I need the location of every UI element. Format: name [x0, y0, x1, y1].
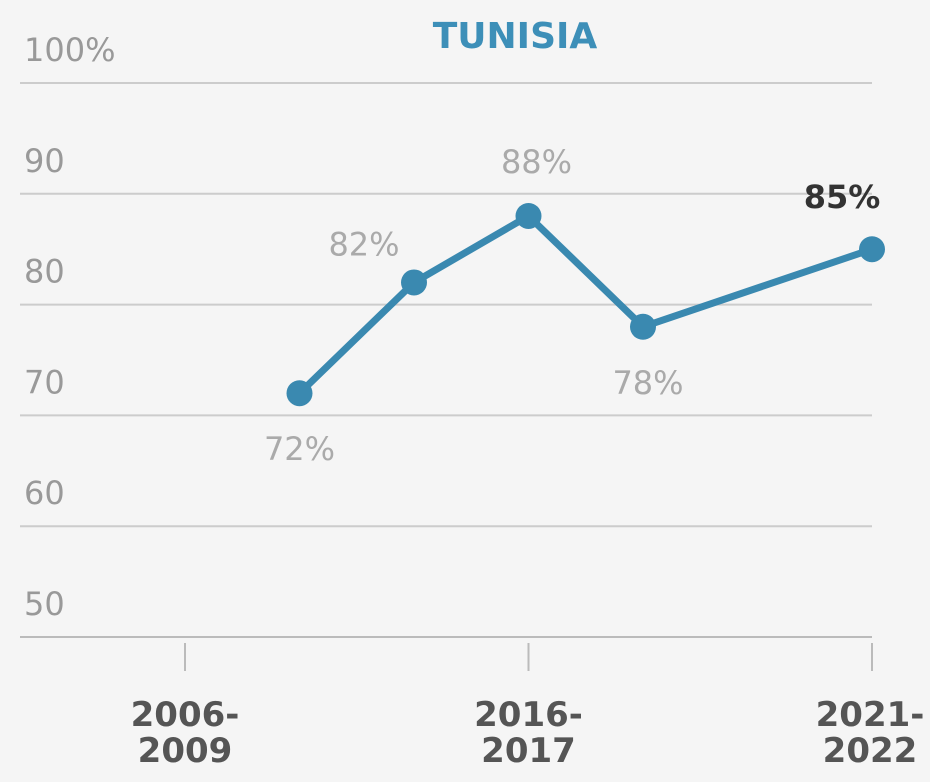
point [859, 236, 885, 263]
data-label: 72% [264, 430, 335, 468]
y-tick-label: 60 [24, 474, 65, 512]
point [515, 202, 542, 229]
data-label: 85% [804, 178, 881, 216]
y-tick-label: 100% [24, 31, 115, 69]
y-tick-label: 50 [24, 585, 65, 623]
chart-title: TUNISIA [433, 16, 598, 57]
y-tick-label: 80 [24, 253, 65, 291]
data-label: 82% [328, 225, 399, 263]
data-label: 88% [501, 143, 572, 181]
point [286, 380, 313, 407]
point [630, 313, 656, 340]
y-tick-label: 70 [24, 363, 65, 401]
x-tick-label: 2006- 2009 [130, 695, 240, 771]
y-tick-label: 90 [24, 142, 65, 180]
data-label: 78% [612, 364, 683, 402]
point [401, 269, 427, 296]
x-tick-label: 2021- 2022 [815, 695, 925, 771]
x-tick-label: 2016- 2017 [474, 695, 583, 771]
